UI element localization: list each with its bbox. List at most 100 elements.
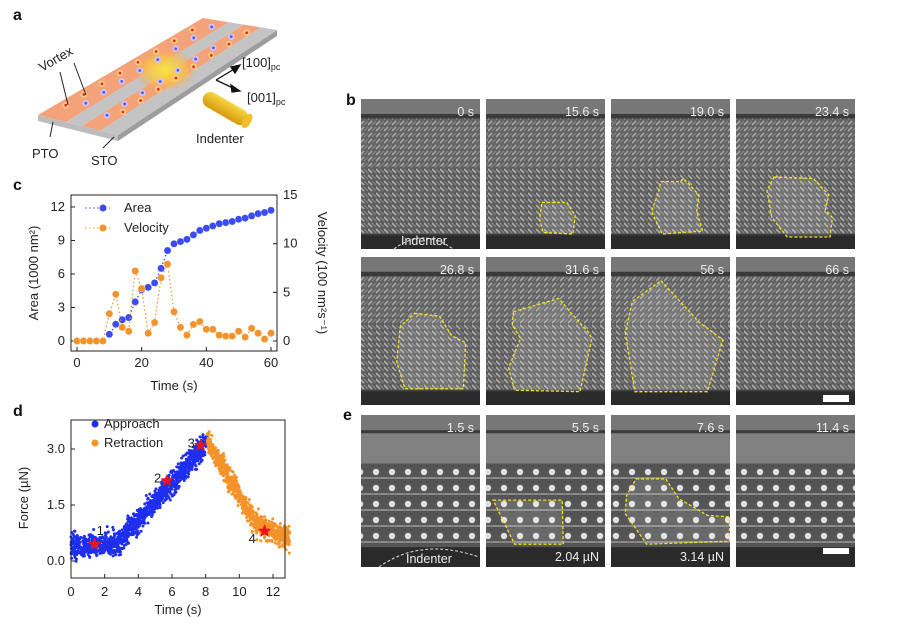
scatter-point-approach xyxy=(136,529,140,533)
scatter-point-approach xyxy=(118,549,122,553)
scatter-point-retraction xyxy=(265,522,269,526)
scatter-point-approach xyxy=(197,457,201,461)
data-point-area xyxy=(247,212,256,220)
scatter-point-approach xyxy=(138,507,142,511)
scatter-point-approach xyxy=(146,521,150,525)
scatter-point-approach xyxy=(175,470,179,474)
substrate-region xyxy=(361,391,480,405)
scatter-point-approach xyxy=(81,539,85,543)
data-point-area xyxy=(144,283,152,292)
substrate-region xyxy=(486,235,605,249)
scatter-point-approach xyxy=(164,497,168,501)
scatter-point-retraction xyxy=(270,539,274,543)
scatter-point-retraction xyxy=(219,465,223,469)
indenter-label: Indenter xyxy=(406,552,452,566)
scatter-point-approach xyxy=(201,433,205,437)
vortex-pointer-line xyxy=(73,62,87,96)
chart-force-time: Time (s) Force (µN) Approach Retraction … xyxy=(16,416,292,617)
scatter-point-retraction xyxy=(217,460,221,464)
vortex-core xyxy=(192,36,196,40)
scatter-point-retraction xyxy=(271,517,275,521)
scatter-point-approach xyxy=(196,440,200,444)
data-point-velocity xyxy=(215,331,224,339)
scatter-point-approach xyxy=(181,454,185,458)
scatter-point-retraction xyxy=(270,520,274,524)
scatter-point-approach xyxy=(125,522,129,526)
y-tick-label: 0.0 xyxy=(47,553,65,568)
vacuum-region xyxy=(736,257,855,272)
scatter-point-approach xyxy=(122,543,126,547)
scatter-point-retraction xyxy=(255,522,259,526)
scatter-point-retraction xyxy=(234,476,238,480)
scatter-point-approach xyxy=(84,542,88,546)
scatter-point-approach xyxy=(73,550,77,554)
scatter-point-retraction xyxy=(216,455,220,459)
vortex-pointer-line xyxy=(59,71,69,106)
scatter-point-retraction xyxy=(225,476,229,480)
vacuum-region xyxy=(611,257,730,272)
data-point-velocity xyxy=(170,308,178,316)
vortex-core xyxy=(139,99,142,103)
data-point-velocity xyxy=(150,318,159,327)
scatter-point-approach xyxy=(187,463,191,467)
scatter-point-retraction xyxy=(236,492,240,496)
vortex-dots xyxy=(62,23,250,119)
force-label: 2.04 µN xyxy=(555,550,599,564)
scatter-point-approach xyxy=(104,531,108,535)
vortex-core xyxy=(211,46,215,50)
legend-marker-approach xyxy=(91,420,99,428)
scatter-point-retraction xyxy=(271,524,275,528)
vortex-core xyxy=(121,110,125,114)
legend-marker-area xyxy=(99,204,107,212)
scatter-point-retraction xyxy=(287,551,291,555)
y2-axis-label: Velocity (100 nm²s⁻¹) xyxy=(315,212,330,334)
lattice-region xyxy=(486,276,605,324)
scatter-point-approach xyxy=(169,487,173,491)
event-marker-label: 1 xyxy=(97,523,104,538)
scatter-point-approach xyxy=(126,514,130,518)
scatter-point-approach xyxy=(160,496,164,500)
lattice-region xyxy=(486,118,605,167)
event-star-marker xyxy=(87,537,102,550)
scatter-point-approach xyxy=(139,529,143,533)
plot-frame xyxy=(70,194,278,352)
scatter-point-approach xyxy=(106,543,110,547)
substrate-region xyxy=(361,235,480,249)
scatter-point-approach xyxy=(109,536,113,540)
scatter-point-approach xyxy=(182,465,186,469)
scatter-point-approach xyxy=(73,541,77,545)
vortex-core xyxy=(84,101,88,105)
scatter-point-approach xyxy=(201,453,205,457)
y-axis-label: Area (1000 nm²) xyxy=(26,226,41,321)
lattice-region xyxy=(486,166,605,234)
scatter-points xyxy=(69,430,292,563)
data-point-velocity xyxy=(105,310,114,318)
vortex-core xyxy=(120,79,124,83)
scatter-point-approach xyxy=(82,542,86,546)
vortex-lattice-region xyxy=(486,463,605,548)
scatter-point-approach xyxy=(159,490,163,494)
vortex-core xyxy=(174,47,178,51)
scatter-point-retraction xyxy=(284,542,288,546)
indenter-label: Indenter xyxy=(401,234,447,248)
micrograph-tile: 19.0 s xyxy=(611,99,730,249)
scatter-point-approach xyxy=(148,492,152,496)
scatter-point-approach xyxy=(146,496,150,500)
vortex-core xyxy=(172,39,176,43)
scatter-point-retraction xyxy=(287,524,291,528)
scatter-point-approach xyxy=(100,540,104,544)
scatter-point-approach xyxy=(191,457,195,461)
indenter-outline xyxy=(393,237,454,250)
scatter-point-approach xyxy=(151,495,155,499)
lattice-region xyxy=(736,118,855,167)
scatter-point-approach xyxy=(81,553,85,557)
data-point-velocity xyxy=(196,317,204,326)
time-stamp: 19.0 s xyxy=(690,105,724,119)
scatter-point-approach xyxy=(111,554,115,558)
scatter-point-approach xyxy=(114,549,118,553)
x-axis-label: Time (s) xyxy=(150,378,197,393)
scatter-point-retraction xyxy=(258,524,262,528)
scatter-point-approach xyxy=(78,545,82,549)
y2-tick-label: 0 xyxy=(283,333,290,348)
vacuum-region xyxy=(736,415,855,431)
